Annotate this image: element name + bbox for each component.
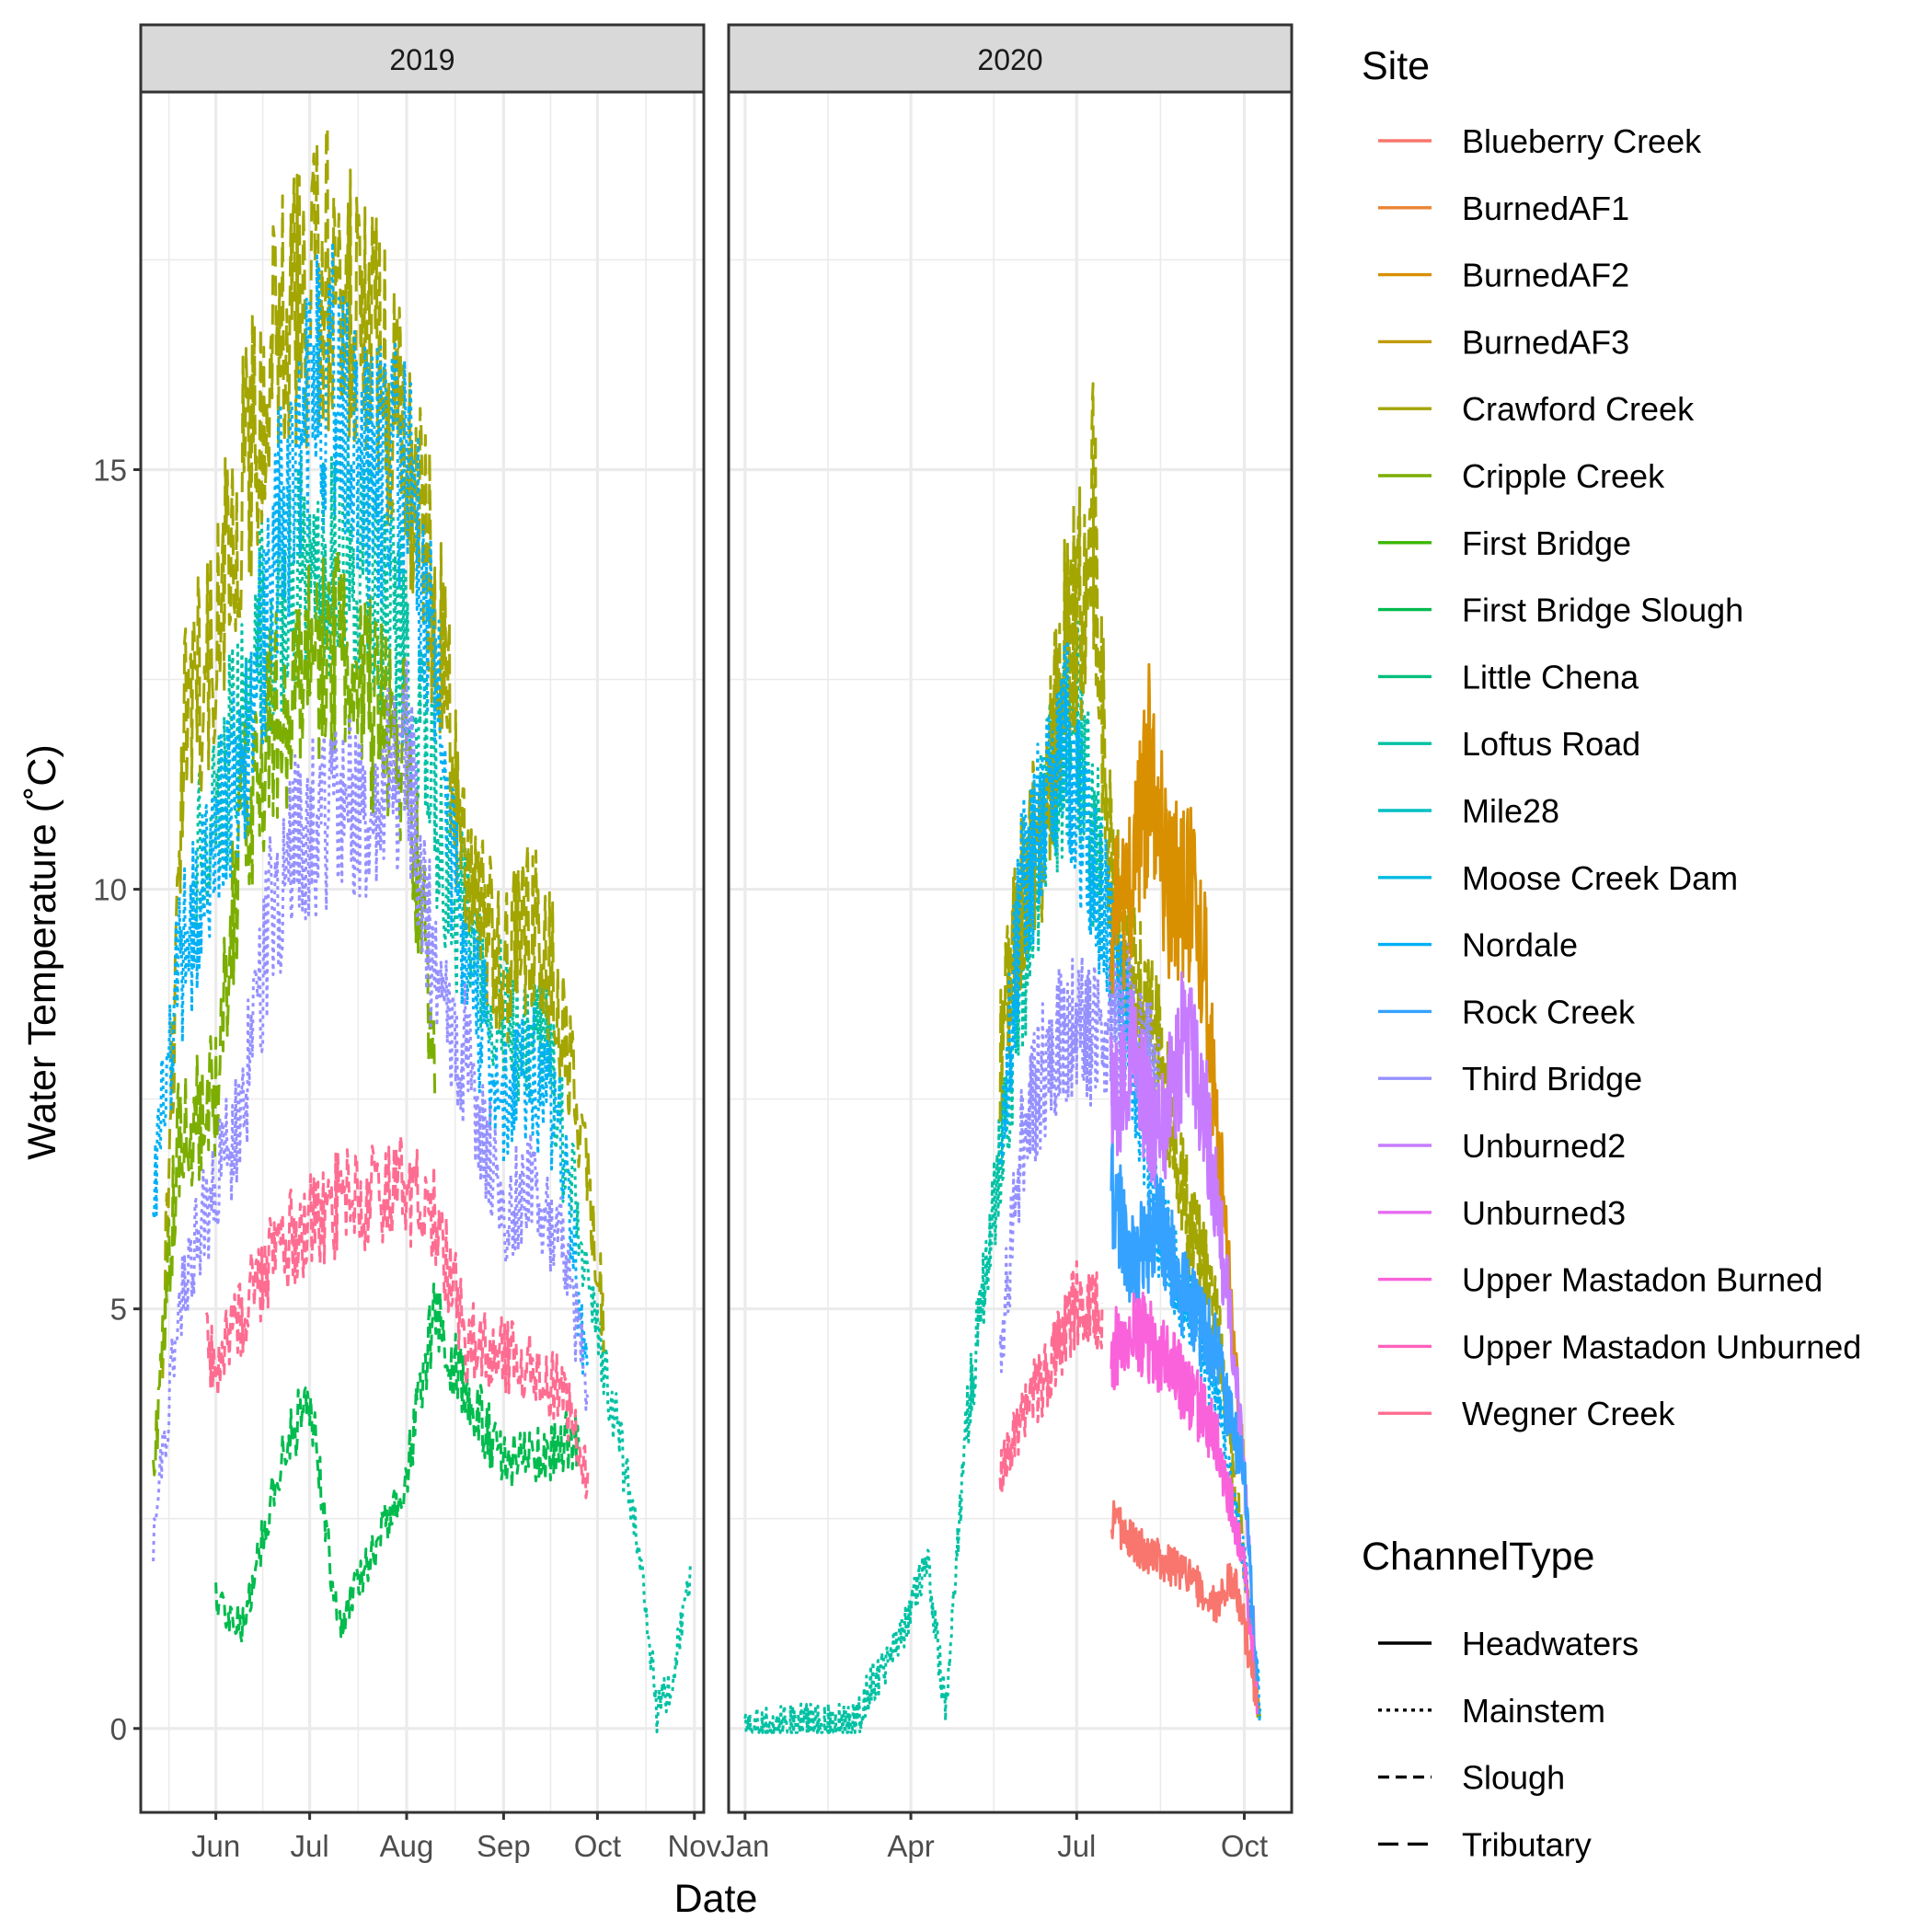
x-tick-label: Jul xyxy=(1057,1829,1096,1863)
legend-label-site: Nordale xyxy=(1462,926,1578,964)
x-tick-label: Jan xyxy=(720,1829,769,1863)
legend-label-site: Upper Mastadon Unburned xyxy=(1462,1328,1861,1365)
gridlines-2020 xyxy=(729,92,1292,1812)
legend-label-site: Unburned3 xyxy=(1462,1194,1626,1232)
series-line-wegner-creek xyxy=(998,1259,1104,1494)
legend-label-site: Little Chena xyxy=(1462,658,1639,696)
y-tick-label: 15 xyxy=(93,453,127,487)
series-line-upper-mastadon-burned xyxy=(1110,1292,1259,1715)
series-line-cripple-creek xyxy=(152,548,437,1477)
panel-border-2020 xyxy=(727,90,1294,1814)
series-line-burnedaf2 xyxy=(1110,662,1246,1478)
legend-channel-types: Headwaters Mainstem Slough Tributary xyxy=(1378,1625,1639,1863)
legend-sites: Blueberry Creek BurnedAF1 BurnedAF2 BurnedA… xyxy=(1378,122,1861,1432)
legend-label-site: Upper Mastadon Burned xyxy=(1462,1261,1823,1299)
legend-label-site: Cripple Creek xyxy=(1462,457,1665,495)
x-tick-label: Aug xyxy=(380,1829,434,1863)
series-line-rock-creek xyxy=(1110,1143,1259,1688)
legend-label-channeltype: Slough xyxy=(1462,1759,1565,1797)
legend-label-site: Blueberry Creek xyxy=(1462,122,1702,160)
series-line-loftus-road xyxy=(192,429,692,1733)
series-line-nordale xyxy=(152,241,590,1375)
x-tick-label: Jun xyxy=(191,1829,240,1863)
series-line-first-bridge-slough xyxy=(214,1282,581,1644)
facet-panel-2020: 2020 Jan Apr Jul Oct xyxy=(720,23,1294,1863)
legend-label-site: First Bridge Slough xyxy=(1462,592,1743,629)
legend-label-site: Third Bridge xyxy=(1462,1060,1642,1098)
panel-border-2019 xyxy=(139,90,706,1814)
x-axis-ticks-2020: Jan Apr Jul Oct xyxy=(720,1812,1268,1863)
x-tick-label: Nov xyxy=(667,1829,721,1863)
legend-label-site: Unburned2 xyxy=(1462,1127,1626,1165)
y-tick-label: 10 xyxy=(93,873,127,907)
x-tick-label: Oct xyxy=(1221,1829,1268,1863)
legend-label-site: Rock Creek xyxy=(1462,993,1636,1030)
series-line-unburned2 xyxy=(1110,971,1259,1695)
facet-strip-label-2020: 2020 xyxy=(977,43,1042,76)
legend-label-site: Wegner Creek xyxy=(1462,1395,1675,1432)
legend-label-site: Loftus Road xyxy=(1462,725,1640,763)
series-line-blueberry-creek xyxy=(1110,1500,1259,1707)
legend-label-site: BurnedAF1 xyxy=(1462,190,1629,227)
x-axis-title: Date xyxy=(674,1877,758,1921)
y-axis-title: Water Temperature (˚C) xyxy=(20,744,64,1160)
legend-label-site: BurnedAF3 xyxy=(1462,323,1629,361)
x-tick-label: Oct xyxy=(574,1829,621,1863)
legend: Site Blueberry Creek BurnedAF1 BurnedAF2 Bu… xyxy=(1362,44,1861,1863)
legend-label-channeltype: Tributary xyxy=(1462,1825,1592,1863)
x-axis-ticks-2019: Jun Jul Aug Sep Oct Nov xyxy=(191,1812,722,1863)
series-line-wegner-creek xyxy=(204,1134,590,1500)
y-tick-label: 0 xyxy=(110,1712,127,1746)
series-line-crawford-creek xyxy=(161,126,605,1379)
legend-label-site: Moose Creek Dam xyxy=(1462,859,1738,897)
legend-label-site: Crawford Creek xyxy=(1462,390,1695,428)
legend-title-site: Site xyxy=(1362,44,1430,88)
facet-strip-2019 xyxy=(139,23,706,94)
x-tick-label: Jul xyxy=(291,1829,329,1863)
series-line-third-bridge xyxy=(152,658,590,1562)
facet-panel-2019: 2019 Jun Jul Aug Sep Oct Nov xyxy=(139,23,722,1863)
x-tick-label: Apr xyxy=(887,1829,934,1863)
legend-label-site: BurnedAF2 xyxy=(1462,257,1629,294)
legend-label-site: First Bridge xyxy=(1462,524,1631,562)
y-axis-ticks: 0 5 10 15 xyxy=(93,453,141,1746)
legend-label-site: Mile28 xyxy=(1462,792,1559,830)
y-tick-label: 5 xyxy=(110,1293,127,1327)
legend-label-channeltype: Headwaters xyxy=(1462,1625,1639,1662)
legend-title-channeltype: ChannelType xyxy=(1362,1535,1594,1579)
legend-label-channeltype: Mainstem xyxy=(1462,1692,1605,1730)
facet-strip-label-2019: 2019 xyxy=(389,43,454,76)
x-tick-label: Sep xyxy=(477,1829,531,1863)
series-lines-2020 xyxy=(743,382,1262,1734)
series-lines-2019 xyxy=(152,126,692,1733)
